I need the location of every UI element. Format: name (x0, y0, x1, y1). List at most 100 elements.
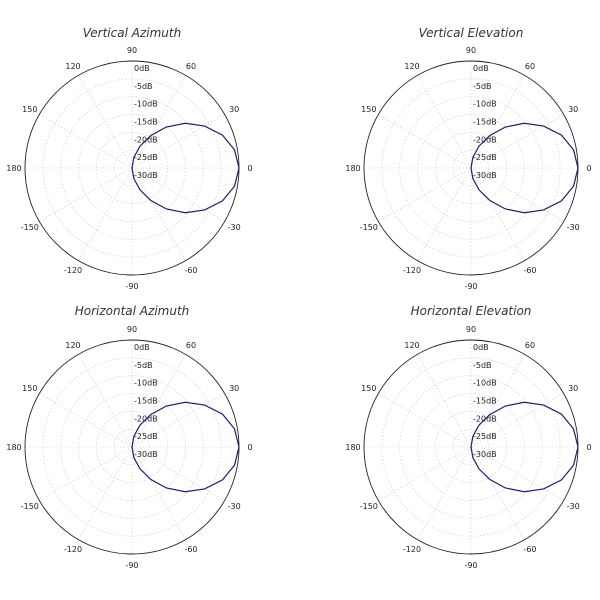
grid-spoke (39, 167, 133, 222)
angle-tick-label: 30 (568, 384, 578, 393)
grid-spoke (131, 446, 225, 501)
grid-spoke (378, 114, 472, 169)
grid-spoke (378, 446, 472, 501)
angle-tick-label: -90 (125, 282, 138, 291)
angle-tick-label: -60 (184, 266, 197, 275)
angle-tick-label: 180 (345, 443, 360, 452)
angle-tick-label: -120 (64, 545, 82, 554)
radial-tick-label: -5dB (473, 361, 492, 370)
grid-spoke (470, 75, 525, 169)
radial-tick-label: -25dB (473, 432, 497, 441)
grid-spoke (470, 446, 564, 501)
angle-tick-label: 180 (345, 164, 360, 173)
angle-tick-label: 0 (586, 164, 591, 173)
angle-tick-label: -30 (567, 223, 580, 232)
chart-title: Vertical Azimuth (83, 26, 181, 40)
angle-tick-label: 150 (22, 105, 37, 114)
radial-tick-label: -30dB (134, 450, 158, 459)
grid-spoke (78, 446, 133, 540)
polar-chart-panel: Vertical Elevation 0 30 60 90 120 150 180 -150 -1… (345, 26, 591, 291)
angle-tick-label: 120 (65, 62, 80, 71)
radial-tick-label: -25dB (134, 153, 158, 162)
radial-tick-label: -15dB (134, 397, 158, 406)
angle-tick-label: -30 (228, 223, 241, 232)
radial-tick-label: -10dB (134, 379, 158, 388)
grid-spoke (39, 446, 133, 501)
radial-tick-label: -30dB (134, 171, 158, 180)
chart-title: Horizontal Azimuth (75, 304, 190, 318)
radial-tick-label: -25dB (134, 432, 158, 441)
angle-tick-label: -30 (228, 502, 241, 511)
angle-tick-label: -60 (523, 545, 536, 554)
radial-tick-label: -10dB (473, 379, 497, 388)
angle-tick-label: -90 (464, 561, 477, 570)
grid-spoke (39, 393, 133, 448)
angle-tick-label: -150 (360, 502, 378, 511)
radial-tick-label: 0dB (473, 343, 489, 352)
angle-tick-label: 0 (247, 164, 252, 173)
angle-tick-label: 60 (525, 62, 535, 71)
angle-tick-label: 60 (525, 341, 535, 350)
chart-title: Horizontal Elevation (411, 304, 532, 318)
grid-spoke (131, 393, 225, 448)
grid-spoke (417, 354, 472, 448)
grid-spoke (470, 114, 564, 169)
radial-tick-label: -15dB (134, 118, 158, 127)
angle-tick-label: -150 (21, 223, 39, 232)
polar-chart-panel: Horizontal Azimuth 0 30 60 90 120 150 180 -150 -1… (6, 304, 252, 570)
grid-spoke (378, 167, 472, 222)
pattern-series-line (470, 122, 579, 214)
angle-tick-label: 90 (127, 46, 137, 55)
angle-tick-label: -150 (360, 223, 378, 232)
grid-spoke (131, 114, 225, 169)
angle-tick-label: 60 (186, 341, 196, 350)
angle-tick-label: 0 (586, 443, 591, 452)
pattern-series-line (470, 401, 579, 493)
pattern-series-line (131, 401, 240, 493)
radial-tick-label: -10dB (473, 100, 497, 109)
angle-tick-label: 30 (568, 105, 578, 114)
radial-tick-label: -15dB (473, 118, 497, 127)
grid-spoke (470, 167, 525, 261)
grid-spoke (78, 75, 133, 169)
angle-tick-label: -120 (64, 266, 82, 275)
angle-tick-label: 150 (22, 384, 37, 393)
grid-spoke (131, 167, 186, 261)
angle-tick-label: 30 (229, 105, 239, 114)
grid-spoke (470, 446, 525, 540)
radial-tick-label: -30dB (473, 171, 497, 180)
radial-tick-label: -5dB (473, 82, 492, 91)
grid-spoke (417, 446, 472, 540)
angle-tick-label: -150 (21, 502, 39, 511)
pattern-series-line (131, 122, 240, 214)
radial-tick-label: -10dB (134, 100, 158, 109)
angle-tick-label: 90 (466, 46, 476, 55)
grid-ring (42, 78, 222, 258)
angle-tick-label: -120 (403, 545, 421, 554)
angle-tick-label: -30 (567, 502, 580, 511)
radial-tick-label: -30dB (473, 450, 497, 459)
grid-spoke (131, 167, 225, 222)
angle-tick-label: 180 (6, 164, 21, 173)
grid-spoke (131, 354, 186, 448)
radial-tick-label: -25dB (473, 153, 497, 162)
angle-tick-label: -90 (464, 282, 477, 291)
angle-tick-label: -60 (184, 545, 197, 554)
grid-spoke (378, 393, 472, 448)
radial-tick-label: 0dB (134, 343, 150, 352)
angle-tick-label: 120 (65, 341, 80, 350)
grid-spoke (131, 446, 186, 540)
angle-tick-label: -120 (403, 266, 421, 275)
angle-tick-label: 0 (247, 443, 252, 452)
angle-tick-label: 150 (361, 105, 376, 114)
radial-tick-label: 0dB (134, 64, 150, 73)
grid-spoke (131, 75, 186, 169)
grid-spoke (78, 167, 133, 261)
angle-tick-label: 90 (127, 325, 137, 334)
grid-spoke (78, 354, 133, 448)
grid-ring (381, 78, 561, 258)
radial-tick-label: -15dB (473, 397, 497, 406)
grid-ring (42, 357, 222, 537)
grid-spoke (470, 354, 525, 448)
